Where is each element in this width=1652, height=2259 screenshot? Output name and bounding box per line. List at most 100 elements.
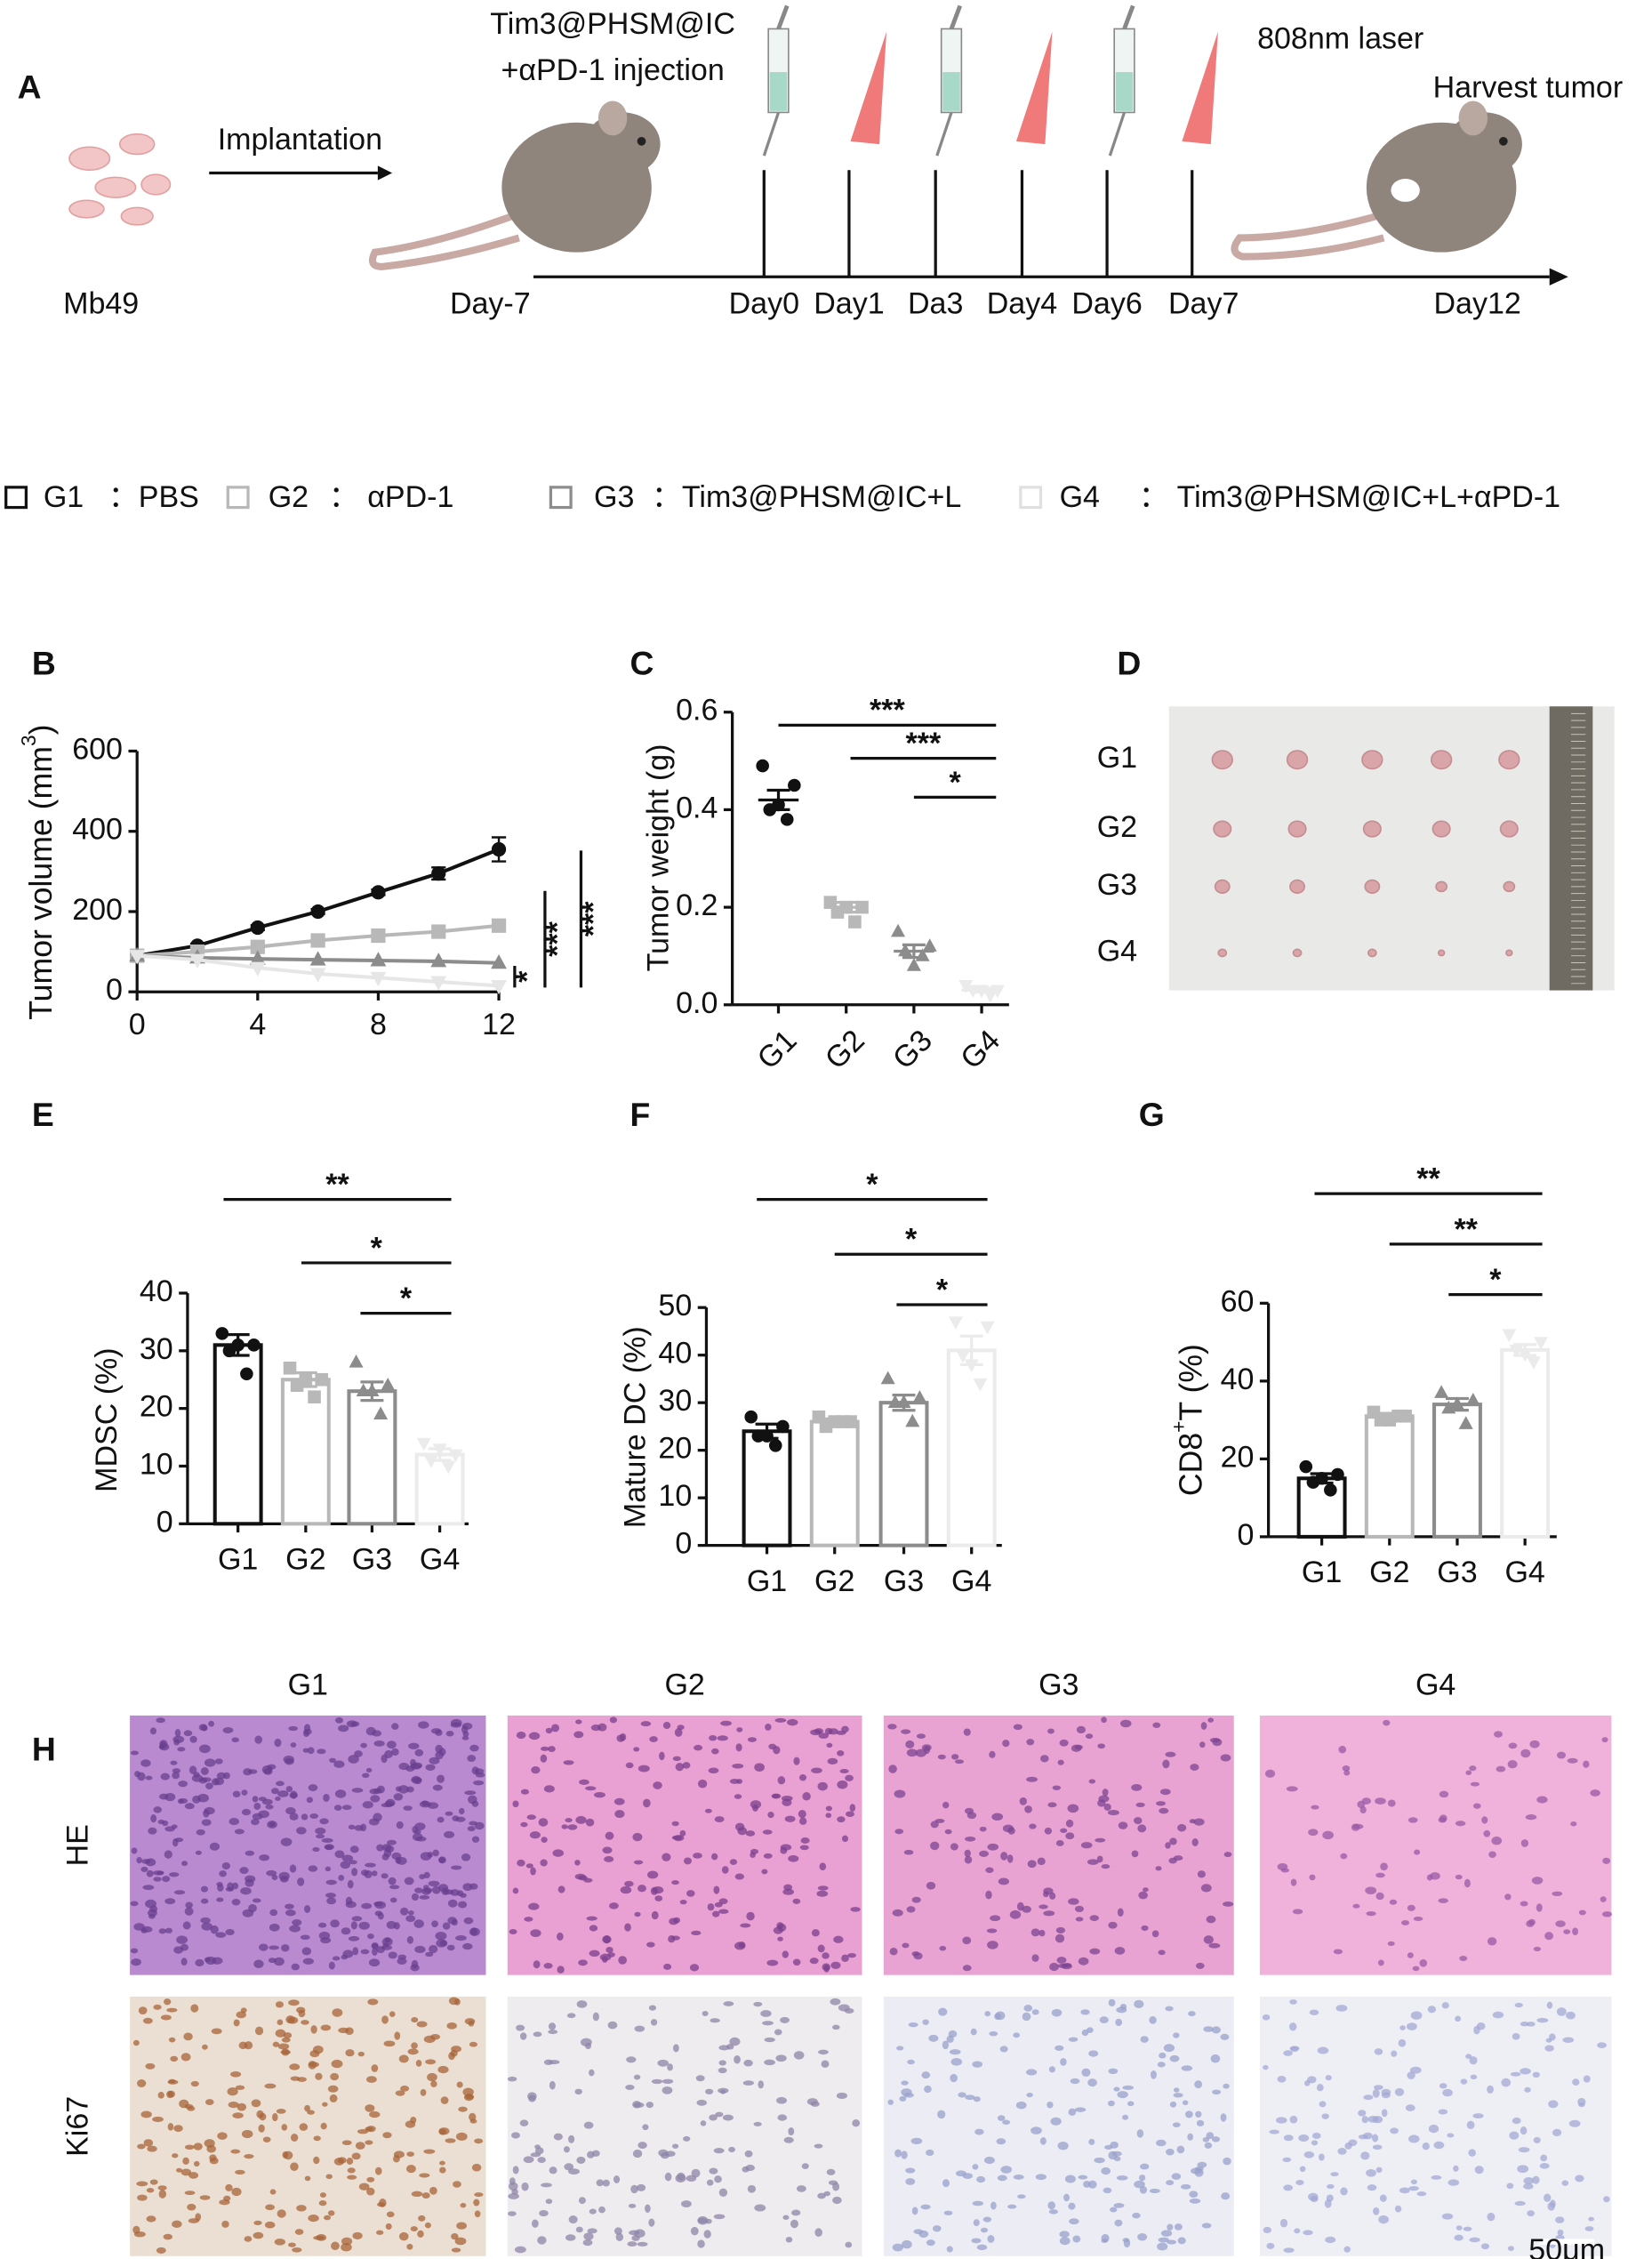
- cell-nucleus: [1405, 2104, 1415, 2111]
- cell-nucleus: [1439, 2083, 1448, 2089]
- cell-nucleus: [198, 1744, 211, 1754]
- cell-nucleus: [792, 1898, 801, 1904]
- cell-nucleus: [1184, 2110, 1193, 2118]
- cell-nucleus: [467, 1755, 477, 1763]
- cell-nucleus: [704, 1808, 712, 1813]
- data-point: [1502, 1329, 1517, 1343]
- cell-nucleus: [386, 1920, 397, 1929]
- cell-nucleus: [1013, 2032, 1021, 2038]
- cell-nucleus: [903, 1849, 914, 1855]
- cell-nucleus: [473, 2199, 480, 2207]
- cell-nucleus: [906, 1749, 918, 1757]
- cell-nucleus: [964, 1855, 973, 1864]
- cell-nucleus: [414, 1945, 426, 1954]
- cell-nucleus: [646, 1941, 655, 1948]
- cell-nucleus: [1439, 1790, 1449, 1798]
- cell-nucleus: [1210, 2054, 1221, 2063]
- cell-nucleus: [1000, 1852, 1008, 1861]
- cell-nucleus: [998, 1877, 1010, 1885]
- cell-nucleus: [717, 1735, 728, 1741]
- significance-label: *: [905, 1223, 918, 1257]
- cell-nucleus: [809, 1958, 819, 1965]
- cell-nucleus: [1507, 2246, 1514, 2252]
- cell-nucleus: [372, 1947, 378, 1956]
- step-label: Implantation: [218, 123, 382, 157]
- data-point: [772, 798, 785, 812]
- superscript: +: [1167, 1421, 1191, 1433]
- cell-nucleus: [469, 1883, 478, 1890]
- y-axis-title: Mature DC (%): [619, 1326, 653, 1528]
- cell-nucleus: [1140, 2163, 1150, 2170]
- cell-nucleus: [1327, 2183, 1335, 2190]
- cell-nucleus: [259, 1854, 270, 1861]
- cell-nucleus: [582, 2239, 593, 2247]
- cell-nucleus: [1115, 2018, 1123, 2027]
- cell-nucleus: [452, 1815, 460, 1821]
- cell-nucleus: [316, 1834, 325, 1839]
- cell-nucleus: [987, 2235, 995, 2243]
- cell-nucleus: [1600, 1896, 1607, 1902]
- cell-nucleus: [568, 2134, 575, 2143]
- cell-nucleus: [1068, 1898, 1079, 1905]
- cell-nucleus: [1531, 1877, 1544, 1885]
- cell-nucleus: [1137, 2232, 1148, 2241]
- cell-nucleus: [841, 1725, 849, 1733]
- cell-nucleus: [352, 1947, 359, 1956]
- cell-nucleus: [300, 1934, 310, 1941]
- data-point: [430, 953, 447, 968]
- cell-nucleus: [511, 2132, 520, 2139]
- cell-nucleus: [954, 1759, 965, 1765]
- cell-nucleus: [1494, 1731, 1503, 1738]
- cell-nucleus: [376, 1946, 385, 1954]
- cell-nucleus: [377, 1785, 385, 1794]
- cell-nucleus: [136, 1857, 142, 1864]
- tumor: [1292, 948, 1303, 958]
- cell-nucleus: [172, 1768, 181, 1773]
- cell-nucleus: [437, 1816, 445, 1823]
- cell-nucleus: [349, 1860, 357, 1865]
- cell-nucleus: [302, 1748, 309, 1753]
- cell-nucleus: [811, 1929, 820, 1937]
- cell-nucleus: [1026, 2093, 1033, 2098]
- cell-nucleus: [777, 1936, 783, 1941]
- cell-nucleus: [825, 1805, 832, 1812]
- cell-nucleus: [1325, 2075, 1332, 2081]
- cell-nucleus: [548, 1746, 556, 1753]
- cell-nucleus: [276, 2108, 286, 2114]
- cell-nucleus: [1380, 1862, 1388, 1871]
- cell-nucleus: [1262, 2014, 1271, 2021]
- column-label: G1: [288, 1668, 328, 1701]
- cell-nucleus: [253, 1959, 264, 1968]
- y-tick-label: 30: [140, 1332, 173, 1366]
- cell-nucleus: [1114, 1947, 1126, 1955]
- cell-nucleus: [849, 1804, 856, 1813]
- cell-nucleus: [371, 1943, 380, 1949]
- cell-nucleus: [587, 2228, 597, 2234]
- cell-nucleus: [1555, 2216, 1565, 2223]
- plunger: [776, 4, 790, 30]
- cell-nucleus: [942, 2040, 950, 2050]
- cell-nucleus: [642, 2124, 649, 2131]
- cell-nucleus: [1078, 1957, 1089, 1966]
- cell-nucleus: [1037, 1857, 1046, 1866]
- cell-nucleus: [913, 1952, 923, 1960]
- cell-nucleus: [1047, 2101, 1054, 2109]
- cell-nucleus: [1195, 1962, 1205, 1969]
- cell-nucleus: [564, 2163, 574, 2171]
- x-tick-label: 8: [370, 1008, 387, 1041]
- cell-nucleus: [451, 1865, 462, 1870]
- x-tick-label: G3: [886, 1024, 939, 1076]
- cell-nucleus: [1269, 2129, 1279, 2134]
- cell-nucleus: [172, 1772, 180, 1780]
- cell-nucleus: [762, 1829, 773, 1835]
- data-point: [1441, 1400, 1456, 1414]
- data-point: [129, 950, 146, 965]
- cell-nucleus: [471, 2163, 482, 2172]
- bar: [414, 1452, 465, 1526]
- cell-nucleus: [1157, 2062, 1166, 2068]
- cell-nucleus: [406, 1935, 414, 1944]
- cell-nucleus: [1448, 2179, 1460, 2186]
- cell-nucleus: [358, 2183, 370, 2191]
- cell-nucleus: [976, 2175, 986, 2183]
- cell-nucleus: [332, 2008, 343, 2017]
